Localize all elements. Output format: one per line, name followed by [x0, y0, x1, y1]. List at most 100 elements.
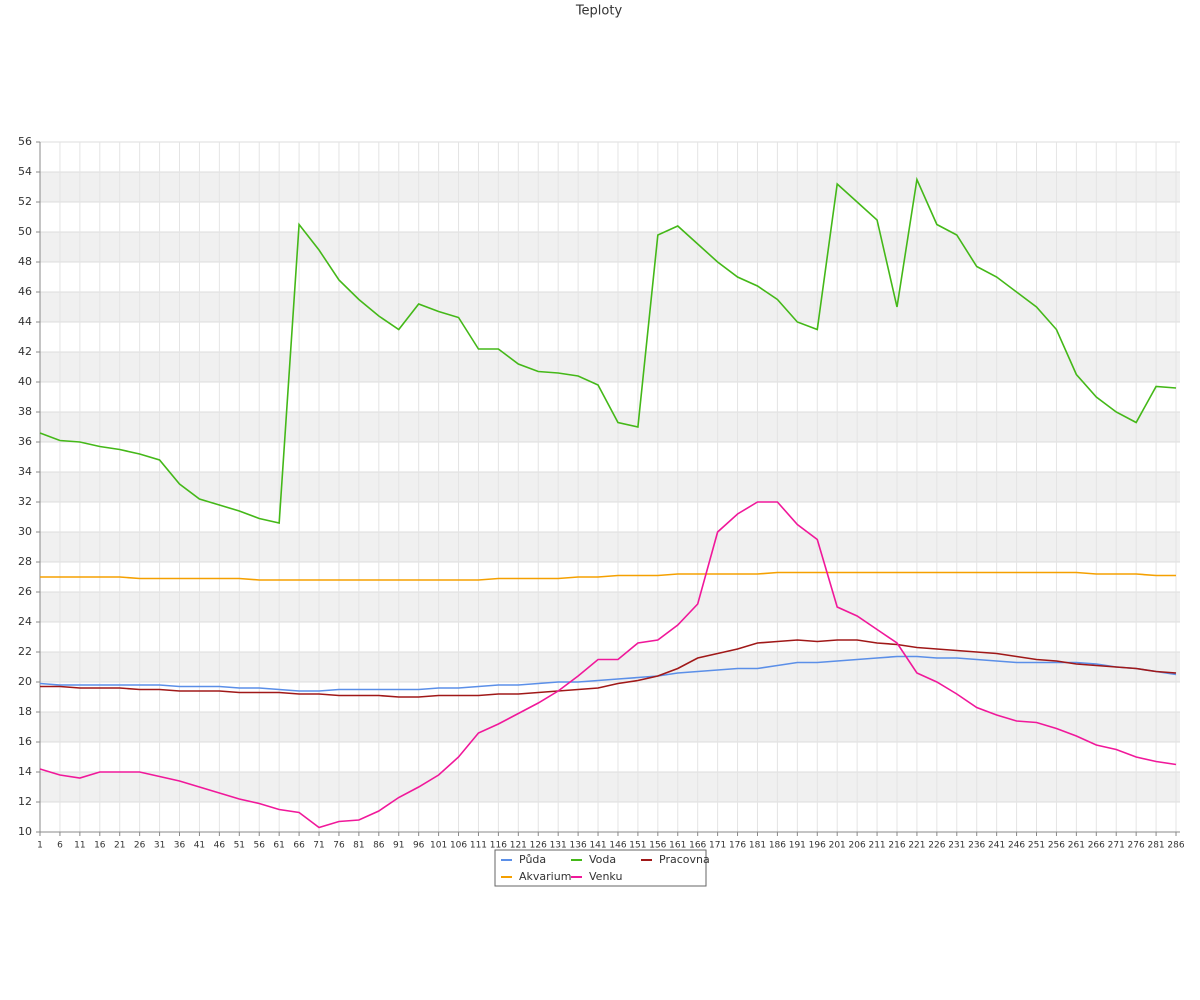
x-tick-label: 211	[868, 841, 885, 851]
x-tick-label: 121	[510, 841, 527, 851]
y-tick-label: 22	[18, 645, 32, 658]
legend-box	[494, 849, 707, 887]
x-tick-label: 166	[689, 841, 706, 851]
y-tick-label: 20	[18, 675, 32, 688]
x-tick-label: 126	[530, 841, 547, 851]
grid-band	[40, 232, 1180, 262]
x-tick-label: 116	[490, 841, 507, 851]
x-tick-label: 81	[353, 841, 364, 851]
x-tick-label: 1	[37, 841, 43, 851]
x-tick-label: 206	[849, 841, 866, 851]
x-tick-label: 91	[393, 841, 404, 851]
x-tick-label: 236	[968, 841, 985, 851]
y-tick-label: 36	[18, 435, 32, 448]
x-tick-label: 36	[174, 841, 186, 851]
x-tick-label: 76	[333, 841, 345, 851]
x-tick-label: 16	[94, 841, 106, 851]
y-tick-label: 56	[18, 135, 32, 148]
grid-band	[40, 532, 1180, 562]
grid-band	[40, 172, 1180, 202]
y-tick-label: 54	[18, 165, 32, 178]
y-tick-label: 26	[18, 585, 32, 598]
y-tick-label: 14	[18, 765, 32, 778]
x-tick-label: 156	[649, 841, 666, 851]
x-tick-label: 171	[709, 841, 726, 851]
y-tick-label: 42	[18, 345, 32, 358]
x-tick-label: 186	[769, 841, 786, 851]
x-tick-label: 176	[729, 841, 746, 851]
x-tick-label: 251	[1028, 841, 1045, 851]
x-tick-label: 281	[1147, 841, 1164, 851]
grid-band	[40, 712, 1180, 742]
y-tick-label: 28	[18, 555, 32, 568]
x-tick-label: 146	[609, 841, 626, 851]
x-tick-label: 106	[450, 841, 467, 851]
y-tick-label: 40	[18, 375, 32, 388]
x-tick-label: 196	[809, 841, 826, 851]
grid-band	[40, 592, 1180, 622]
x-tick-label: 191	[789, 841, 806, 851]
y-tick-label: 30	[18, 525, 32, 538]
x-tick-label: 6	[57, 841, 63, 851]
x-tick-label: 46	[214, 841, 226, 851]
legend-label: Akvarium	[519, 870, 571, 883]
series-line	[39, 176, 1177, 524]
x-tick-label: 21	[114, 841, 125, 851]
x-tick-label: 56	[254, 841, 266, 851]
x-tick-label: 231	[948, 841, 965, 851]
y-tick-label: 38	[18, 405, 32, 418]
x-tick-label: 181	[749, 841, 766, 851]
x-tick-label: 26	[134, 841, 146, 851]
series-line	[40, 571, 1177, 581]
x-tick-label: 11	[74, 841, 85, 851]
x-tick-label: 201	[829, 841, 846, 851]
x-tick-label: 266	[1088, 841, 1105, 851]
x-tick-label: 41	[194, 841, 205, 851]
y-tick-label: 46	[18, 285, 32, 298]
series-line	[40, 639, 1177, 698]
y-tick-label: 24	[18, 615, 32, 628]
grid-band	[40, 352, 1180, 382]
y-tick-label: 50	[18, 225, 32, 238]
x-tick-label: 216	[888, 841, 905, 851]
y-tick-label: 12	[18, 795, 32, 808]
x-tick-label: 241	[988, 841, 1005, 851]
x-tick-label: 256	[1048, 841, 1065, 851]
y-tick-label: 10	[18, 825, 32, 838]
x-tick-label: 96	[413, 841, 425, 851]
grid-band	[40, 412, 1180, 442]
x-tick-label: 141	[589, 841, 606, 851]
grid-band	[40, 772, 1180, 802]
y-tick-label: 18	[18, 705, 32, 718]
y-tick-label: 48	[18, 255, 32, 268]
x-tick-label: 261	[1068, 841, 1085, 851]
chart-title: Teploty	[575, 4, 623, 19]
x-tick-label: 286	[1167, 841, 1184, 851]
y-tick-label: 32	[18, 495, 32, 508]
grid-band	[40, 652, 1180, 682]
series-line	[39, 655, 1177, 692]
y-tick-label: 16	[18, 735, 32, 748]
grid-band	[40, 472, 1180, 502]
legend-label: Půda	[519, 853, 546, 866]
x-tick-label: 226	[928, 841, 945, 851]
y-tick-label: 44	[18, 315, 32, 328]
x-tick-label: 136	[570, 841, 587, 851]
legend-label: Venku	[589, 870, 622, 883]
x-tick-label: 66	[293, 841, 305, 851]
legend-label: Voda	[589, 853, 616, 866]
x-tick-label: 31	[154, 841, 165, 851]
x-tick-label: 271	[1108, 841, 1125, 851]
legend-label: Pracovna	[659, 853, 710, 866]
series-line	[39, 501, 1177, 829]
x-tick-label: 61	[273, 841, 284, 851]
x-tick-label: 71	[313, 841, 324, 851]
x-tick-label: 111	[470, 841, 487, 851]
grid-band	[40, 292, 1180, 322]
x-tick-label: 51	[234, 841, 245, 851]
x-tick-label: 161	[669, 841, 686, 851]
x-tick-label: 101	[430, 841, 447, 851]
legend: Půda Voda Pracovna Akvarium Venku	[494, 849, 710, 887]
x-tick-label: 86	[373, 841, 385, 851]
